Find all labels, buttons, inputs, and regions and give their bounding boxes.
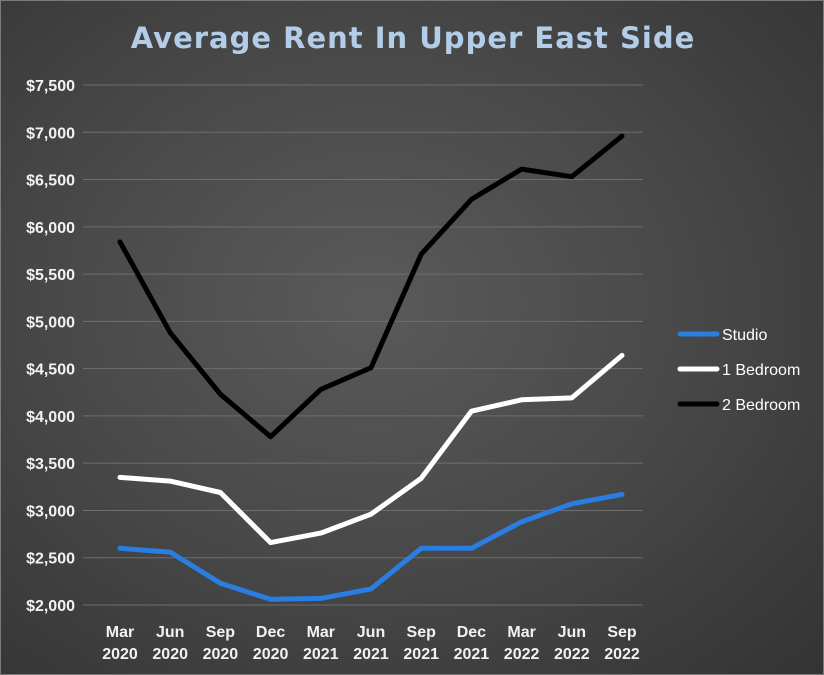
y-tick-label: $3,000 <box>26 503 75 520</box>
data-point <box>419 252 424 257</box>
y-tick-label: $2,500 <box>26 551 75 568</box>
y-tick-label: $6,000 <box>26 220 75 237</box>
y-tick-label: $7,500 <box>26 78 75 95</box>
x-tick-label: Sep 2022 <box>604 624 640 663</box>
data-point <box>620 134 624 139</box>
data-point <box>218 490 223 495</box>
series-line-2-bedroom <box>117 133 625 440</box>
legend-label: Studio <box>722 327 767 344</box>
data-point <box>419 476 424 481</box>
data-point <box>168 479 173 484</box>
data-point <box>469 546 474 551</box>
data-point <box>118 239 122 244</box>
chart-title: Average Rent In Upper East Side <box>130 21 696 55</box>
data-point <box>369 512 373 517</box>
data-point <box>419 546 424 551</box>
data-point <box>268 434 273 439</box>
data-point <box>369 586 373 591</box>
y-tick-label: $3,500 <box>26 456 75 473</box>
x-tick-label: Mar 2022 <box>504 624 540 663</box>
data-point <box>519 397 524 402</box>
data-point <box>318 387 323 392</box>
data-point <box>118 475 122 480</box>
data-point <box>318 596 323 601</box>
data-point <box>469 409 474 414</box>
legend-label: 2 Bedroom <box>722 397 800 414</box>
x-tick-label: Sep 2020 <box>203 624 239 663</box>
data-point <box>118 546 122 551</box>
x-tick-label: Mar 2020 <box>102 624 138 663</box>
data-point <box>268 540 273 545</box>
data-point <box>620 492 624 497</box>
data-point <box>218 392 223 397</box>
y-tick-label: $7,000 <box>26 125 75 142</box>
data-point <box>569 174 574 179</box>
x-tick-label: Jun 2020 <box>152 624 188 663</box>
x-tick-label: Sep 2021 <box>403 624 439 663</box>
y-tick-label: $2,000 <box>26 598 75 615</box>
legend-label: 1 Bedroom <box>722 362 800 379</box>
data-point <box>168 550 173 555</box>
data-point <box>369 365 373 370</box>
data-point <box>519 167 524 172</box>
x-tick-label: Dec 2021 <box>454 624 490 663</box>
data-point <box>469 197 474 202</box>
y-tick-label: $4,500 <box>26 362 75 379</box>
data-point <box>519 519 524 524</box>
y-tick-label: $6,500 <box>26 173 75 190</box>
x-tick-label: Jun 2021 <box>353 624 389 663</box>
data-point <box>569 395 574 400</box>
y-tick-label: $4,000 <box>26 409 75 426</box>
data-point <box>168 330 173 335</box>
data-point <box>218 581 223 586</box>
data-point <box>569 501 574 506</box>
data-point <box>620 353 624 358</box>
x-tick-label: Mar 2021 <box>303 624 339 663</box>
data-point <box>318 531 323 536</box>
data-point <box>268 597 273 602</box>
x-tick-label: Jun 2022 <box>554 624 590 663</box>
x-tick-label: Dec 2020 <box>253 624 289 663</box>
y-tick-label: $5,000 <box>26 314 75 331</box>
y-tick-label: $5,500 <box>26 267 75 284</box>
